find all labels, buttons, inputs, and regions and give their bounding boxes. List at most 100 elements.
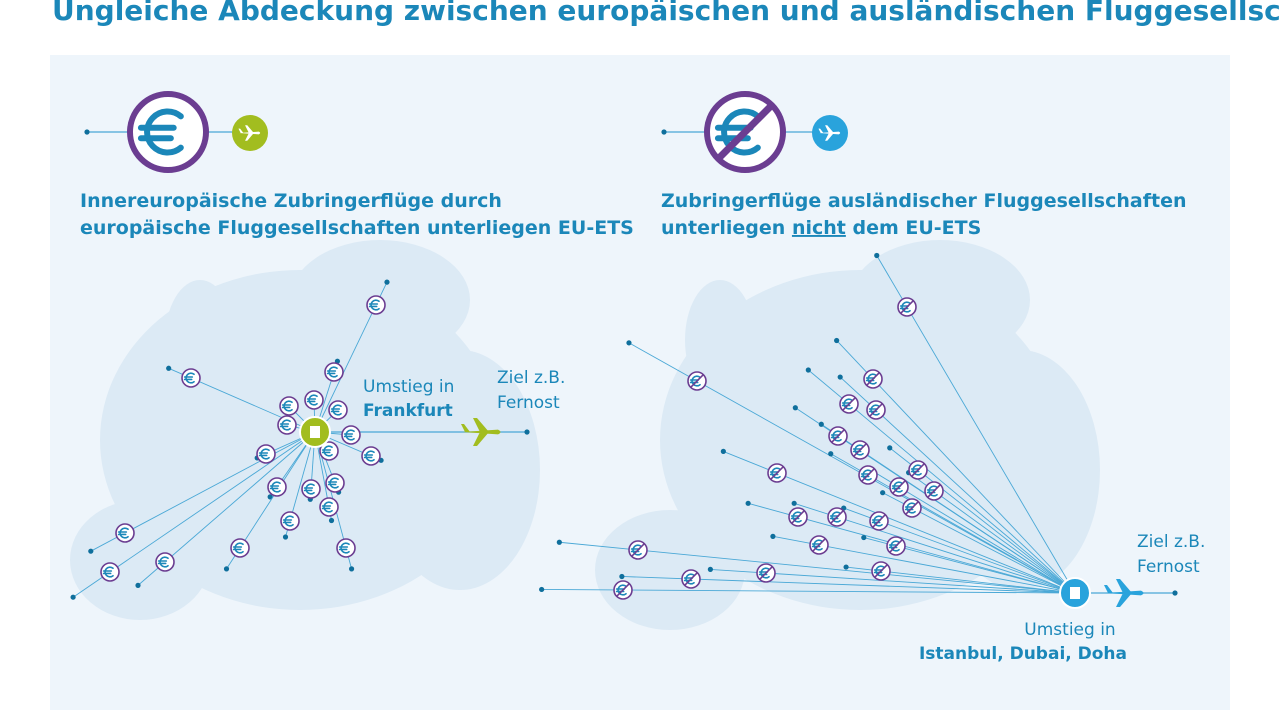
strike	[812, 538, 826, 552]
dot	[348, 566, 355, 572]
heading-emphasis: nicht	[792, 217, 846, 239]
euro-icon	[267, 477, 287, 497]
euro-icon	[341, 425, 361, 445]
euro-icon	[127, 91, 209, 173]
euro-icon	[115, 523, 135, 543]
hub-name: Istanbul, Dubai, Doha	[919, 644, 1127, 664]
plane-icon	[461, 418, 501, 446]
right-heading: Zubringerflüge ausländischer Fluggesells…	[661, 190, 1187, 212]
euro-symbol	[321, 445, 333, 457]
dot	[880, 490, 886, 496]
dot	[626, 340, 632, 346]
strike	[770, 466, 784, 480]
dot	[792, 405, 798, 411]
euro-icon	[366, 295, 386, 315]
strike	[927, 484, 941, 498]
dot	[88, 548, 94, 554]
dot	[720, 448, 726, 454]
strike	[684, 572, 698, 586]
euro-symbol	[303, 483, 315, 495]
left-heading: Innereuropäische Zubringerflüge durch	[80, 190, 502, 212]
left-heading: europäische Fluggesellschaften unterlieg…	[80, 217, 634, 239]
dot	[384, 279, 390, 285]
euro-icon	[328, 400, 348, 420]
euro-symbol	[117, 527, 129, 539]
heading-part: unterliegen	[661, 217, 792, 239]
dot	[707, 566, 713, 573]
euro-symbol	[306, 394, 318, 406]
dot	[791, 500, 797, 506]
dot	[1172, 590, 1178, 596]
euro-icon	[256, 444, 276, 464]
strike	[631, 543, 645, 557]
euro-symbol	[321, 501, 333, 513]
destination-label: Ziel z.B.	[1137, 532, 1205, 552]
dot	[834, 337, 840, 344]
dot	[223, 566, 230, 572]
strike	[874, 564, 888, 578]
euro-icon	[155, 552, 175, 572]
dot	[770, 533, 776, 539]
title: Ungleiche Abdeckung zwischen europäische…	[52, 0, 1280, 27]
strike	[690, 374, 704, 388]
right-heading: unterliegen nicht dem EU-ETS	[661, 217, 981, 239]
euro-symbol	[281, 400, 293, 412]
map-background	[70, 240, 1100, 630]
dot	[861, 534, 867, 541]
strike	[900, 300, 914, 314]
strike	[842, 397, 856, 411]
dot	[84, 129, 90, 135]
dot	[267, 494, 273, 500]
strike	[861, 468, 875, 482]
hub-tower	[310, 426, 320, 438]
euro-icon	[336, 538, 356, 558]
euro-symbol	[282, 515, 294, 527]
plane-icon	[238, 125, 261, 141]
dot	[818, 421, 824, 427]
dot	[745, 500, 751, 506]
strike	[869, 403, 883, 417]
euro-icon	[304, 390, 324, 410]
euro-symbol	[137, 108, 184, 156]
dot	[828, 451, 834, 457]
strike	[872, 514, 886, 528]
destination-label: Fernost	[497, 393, 560, 413]
euro-symbol	[338, 542, 350, 554]
dot	[70, 594, 76, 600]
strike	[853, 443, 867, 457]
strike	[911, 463, 925, 477]
strike	[791, 510, 805, 524]
dot	[282, 534, 289, 540]
hub-label: Umstieg in	[1024, 620, 1115, 640]
euro-icon	[279, 396, 299, 416]
strike	[889, 539, 903, 553]
euro-icon	[277, 415, 297, 435]
hub-tower	[1070, 587, 1080, 599]
strike	[905, 501, 919, 515]
dot	[619, 573, 625, 580]
euro-icon	[319, 497, 339, 517]
euro-symbol	[363, 450, 375, 462]
euro-icons	[100, 91, 1144, 609]
strike	[715, 102, 775, 162]
dot	[556, 539, 562, 545]
dot	[887, 445, 893, 451]
plane-icon	[1104, 579, 1144, 607]
plane-icon	[818, 125, 841, 141]
dot	[843, 564, 849, 570]
heading-part: dem EU-ETS	[846, 217, 981, 239]
destination-label: Fernost	[1137, 557, 1200, 577]
euro-symbol	[183, 372, 195, 384]
euro-symbol	[157, 556, 169, 568]
euro-icon	[100, 562, 120, 582]
hub-name: Frankfurt	[363, 401, 453, 421]
dot	[135, 582, 141, 589]
dot	[524, 429, 530, 435]
euro-symbol	[326, 366, 338, 378]
euro-symbol	[330, 404, 342, 416]
euro-symbol	[102, 566, 114, 578]
euro-symbol	[343, 429, 355, 441]
euro-symbol	[327, 477, 339, 489]
dot	[874, 252, 880, 259]
destination-label: Ziel z.B.	[497, 368, 565, 388]
